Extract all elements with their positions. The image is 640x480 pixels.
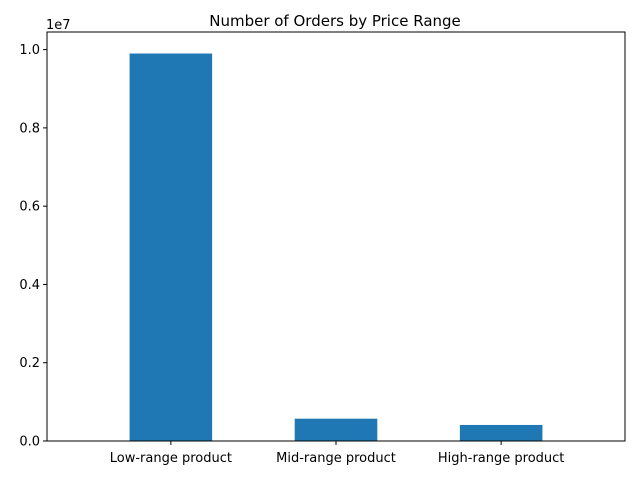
- bar-3: [459, 424, 543, 441]
- y-axis-scale-label: 1e7: [46, 18, 71, 33]
- bar-1: [129, 53, 213, 442]
- y-tick-label-6: 1.0: [19, 43, 40, 58]
- x-tick-label-1: Low-range product: [110, 451, 232, 466]
- y-tick-label-2: 0.2: [19, 356, 40, 371]
- bar-2: [294, 418, 378, 441]
- x-axis: Low-range product Mid-range product High-r…: [110, 441, 565, 466]
- x-tick-label-3: High-range product: [438, 451, 565, 466]
- x-tick-label-2: Mid-range product: [276, 451, 396, 466]
- y-tick-label-4: 0.6: [19, 200, 40, 215]
- bars-layer: [129, 53, 543, 442]
- y-tick-label-3: 0.4: [19, 278, 40, 293]
- y-tick-label-5: 0.8: [19, 121, 40, 136]
- y-tick-label-1: 0.0: [19, 435, 40, 450]
- chart-title: Number of Orders by Price Range: [209, 12, 461, 30]
- plot-frame: [46, 31, 626, 442]
- y-axis: 0.0 0.2 0.4 0.6 0.8 1.0: [19, 43, 47, 450]
